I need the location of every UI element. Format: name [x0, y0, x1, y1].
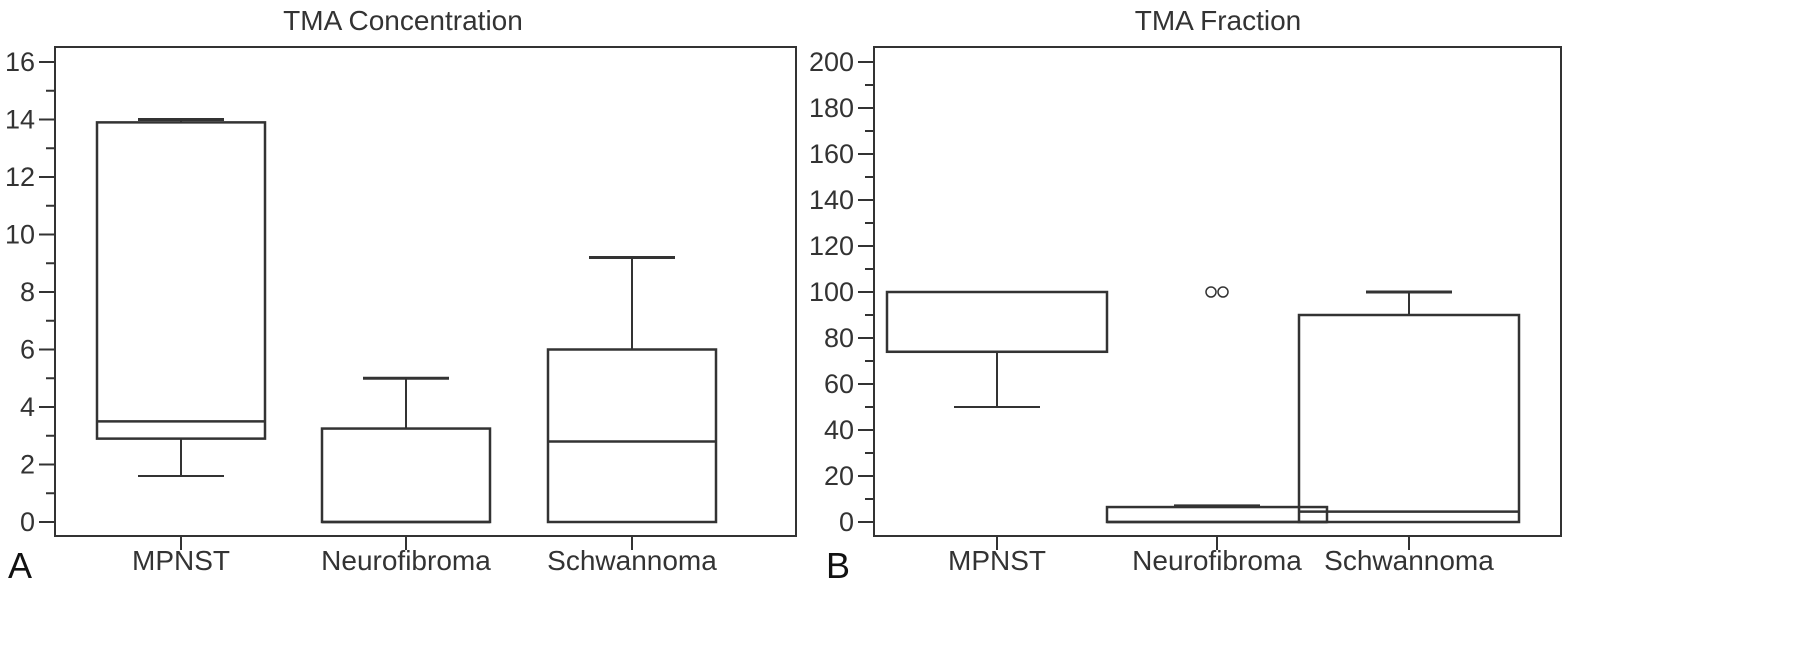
y-tick-label: 12	[5, 162, 35, 192]
y-tick-label: 160	[809, 139, 854, 169]
y-tick-label: 60	[824, 369, 854, 399]
box-schwannoma	[546, 256, 718, 524]
box-body	[95, 121, 267, 440]
panel-letter: B	[826, 545, 850, 586]
y-tick-label: 0	[839, 507, 854, 537]
box-body	[320, 427, 492, 524]
box-neurofibroma	[320, 376, 492, 524]
outlier-point	[1217, 286, 1229, 298]
y-tick-label: 4	[20, 392, 35, 422]
panel-letter: A	[8, 545, 32, 586]
box-body	[546, 348, 718, 524]
y-tick-label: 16	[5, 47, 35, 77]
box-schwannoma	[1297, 290, 1521, 524]
box-neurofibroma	[1105, 286, 1329, 524]
y-tick-label: 200	[809, 47, 854, 77]
y-tick-label: 20	[824, 461, 854, 491]
box-body	[1105, 505, 1329, 524]
outlier-point	[1205, 286, 1217, 298]
category-label: Schwannoma	[1324, 545, 1494, 576]
y-tick-label: 40	[824, 415, 854, 445]
y-tick-label: 14	[5, 105, 35, 135]
y-tick-label: 2	[20, 450, 35, 480]
category-label: Schwannoma	[547, 545, 717, 576]
box-mpnst	[95, 118, 267, 477]
y-tick-label: 120	[809, 231, 854, 261]
category-label: Neurofibroma	[1132, 545, 1302, 576]
y-tick-label: 0	[20, 507, 35, 537]
y-tick-label: 10	[5, 220, 35, 250]
chart-panel-b: TMA Fraction 0 20 40 60 80 100 120 140 160 180 200 M…	[809, 5, 1562, 586]
y-tick-label: 100	[809, 277, 854, 307]
y-tick-label: 180	[809, 93, 854, 123]
chart-title: TMA Fraction	[1135, 5, 1301, 36]
y-tick-label: 8	[20, 277, 35, 307]
box-mpnst	[885, 290, 1109, 408]
y-tick-label: 140	[809, 185, 854, 215]
category-label: Neurofibroma	[321, 545, 491, 576]
y-tick-label: 6	[20, 335, 35, 365]
chart-title: TMA Concentration	[283, 5, 523, 36]
box-body	[1297, 313, 1521, 524]
box-body	[885, 290, 1109, 354]
category-label: MPNST	[132, 545, 230, 576]
chart-panel-a: TMA Concentration 0 2 4 6 8 10 12 14 16 MPNST Neuro…	[5, 5, 797, 586]
y-tick-label: 80	[824, 323, 854, 353]
category-label: MPNST	[948, 545, 1046, 576]
